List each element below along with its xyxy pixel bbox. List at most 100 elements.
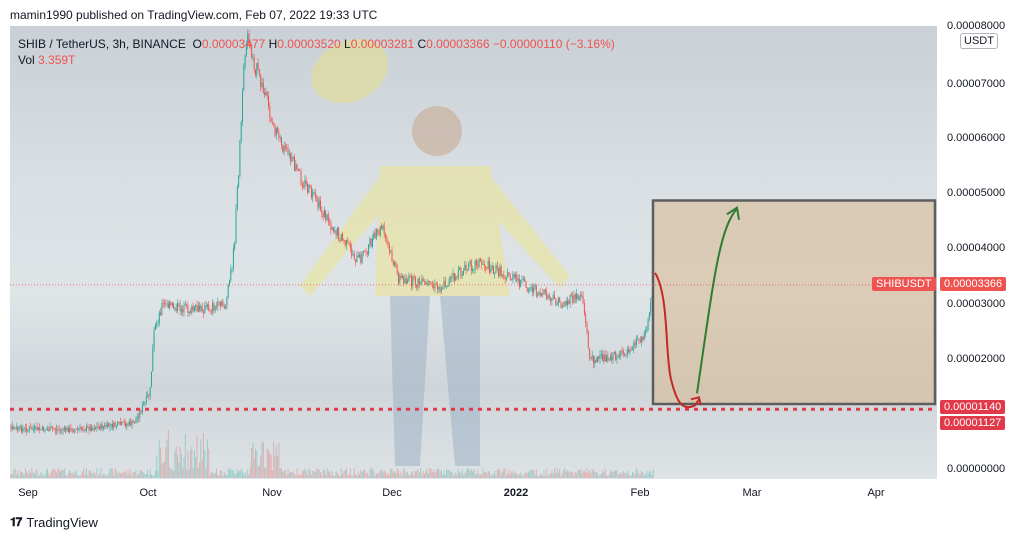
volume-bar bbox=[217, 474, 219, 478]
candle bbox=[31, 425, 33, 431]
candle bbox=[45, 427, 47, 431]
candle bbox=[162, 298, 164, 308]
candle bbox=[548, 292, 550, 300]
candle bbox=[624, 352, 626, 358]
volume-bar bbox=[270, 455, 272, 478]
candle bbox=[110, 423, 112, 430]
volume-bar bbox=[343, 471, 345, 478]
candle bbox=[461, 271, 463, 279]
candle bbox=[492, 264, 494, 275]
volume-bar bbox=[349, 468, 351, 478]
volume-bar bbox=[114, 468, 116, 478]
symbol-label[interactable]: SHIB / TetherUS, 3h, BINANCE bbox=[18, 37, 186, 51]
candle bbox=[317, 195, 319, 212]
candle bbox=[398, 271, 399, 286]
candle bbox=[472, 265, 474, 274]
volume-bar bbox=[284, 470, 286, 478]
volume-bar bbox=[71, 472, 73, 478]
candle bbox=[113, 421, 115, 431]
currency-badge[interactable]: USDT bbox=[960, 33, 998, 49]
candle bbox=[127, 421, 129, 427]
candle bbox=[205, 301, 207, 310]
candle bbox=[219, 300, 221, 311]
volume-bar bbox=[550, 473, 552, 478]
y-tick: 0.00003000 bbox=[947, 298, 1006, 310]
candle bbox=[450, 276, 451, 283]
price-chart[interactable] bbox=[10, 26, 937, 478]
candle bbox=[340, 233, 342, 242]
volume-bar bbox=[435, 470, 437, 478]
candle bbox=[54, 427, 56, 436]
candle bbox=[369, 236, 371, 249]
candle bbox=[230, 264, 232, 283]
candle bbox=[153, 326, 155, 352]
volume-bar bbox=[599, 474, 601, 478]
volume-bar bbox=[313, 471, 315, 478]
background-figure bbox=[300, 38, 570, 466]
candle bbox=[56, 424, 58, 435]
candle bbox=[630, 346, 632, 352]
volume-value: 3.359T bbox=[38, 53, 76, 67]
candle bbox=[73, 428, 74, 433]
candle bbox=[203, 308, 204, 319]
volume-bar bbox=[43, 475, 45, 478]
candle bbox=[123, 418, 125, 426]
candle bbox=[27, 429, 29, 434]
volume-bar bbox=[434, 472, 436, 478]
volume-bar bbox=[231, 470, 233, 478]
candle bbox=[34, 423, 35, 434]
time-axis[interactable]: Sep Oct Nov Dec 2022 Feb Mar Apr bbox=[10, 478, 937, 509]
candle bbox=[296, 163, 298, 172]
candle bbox=[608, 358, 610, 361]
volume-bar bbox=[268, 449, 269, 478]
candle bbox=[297, 168, 299, 172]
brand-name[interactable]: TradingView bbox=[26, 515, 98, 530]
volume-bar bbox=[26, 470, 28, 478]
projection-box[interactable] bbox=[651, 199, 937, 406]
candle bbox=[448, 275, 450, 287]
tradingview-logo-icon[interactable]: 𝟏𝟕 bbox=[10, 515, 22, 529]
candle bbox=[366, 250, 368, 258]
candle bbox=[512, 271, 514, 284]
candle bbox=[299, 168, 301, 172]
candle bbox=[433, 281, 435, 291]
volume-bar bbox=[466, 468, 468, 478]
candle bbox=[213, 300, 215, 314]
volume-bar bbox=[214, 472, 216, 478]
volume-bar bbox=[199, 461, 201, 478]
volume-bar bbox=[373, 470, 375, 478]
volume-bar bbox=[468, 468, 470, 478]
candle bbox=[273, 122, 275, 128]
chart-plot-area[interactable] bbox=[10, 26, 937, 478]
candle bbox=[629, 347, 631, 356]
candle bbox=[647, 317, 649, 332]
volume-bar bbox=[479, 474, 481, 478]
candle bbox=[529, 287, 531, 294]
candle bbox=[82, 426, 84, 432]
volume-bar bbox=[494, 470, 496, 478]
volume-bar bbox=[273, 442, 275, 478]
volume-bar bbox=[203, 433, 204, 478]
candle bbox=[53, 427, 55, 431]
candle bbox=[628, 345, 630, 354]
volume-bar bbox=[264, 468, 266, 478]
volume-bar bbox=[459, 472, 461, 478]
candle bbox=[264, 87, 266, 98]
volume-bar bbox=[219, 469, 221, 478]
candle bbox=[13, 425, 15, 430]
candle bbox=[564, 301, 566, 308]
candle bbox=[465, 261, 467, 274]
volume-bar bbox=[383, 469, 385, 478]
drawn-drop-path[interactable] bbox=[654, 272, 700, 409]
candle bbox=[524, 275, 526, 282]
candle bbox=[112, 420, 113, 431]
volume-bar bbox=[213, 473, 215, 478]
candle bbox=[544, 288, 546, 295]
volume-bar bbox=[196, 435, 198, 478]
drawn-rise-path[interactable] bbox=[696, 208, 738, 394]
volume-bar bbox=[67, 472, 69, 478]
candle bbox=[66, 425, 68, 433]
candle bbox=[28, 425, 30, 433]
volume-bar bbox=[347, 475, 349, 478]
candle bbox=[331, 226, 333, 231]
